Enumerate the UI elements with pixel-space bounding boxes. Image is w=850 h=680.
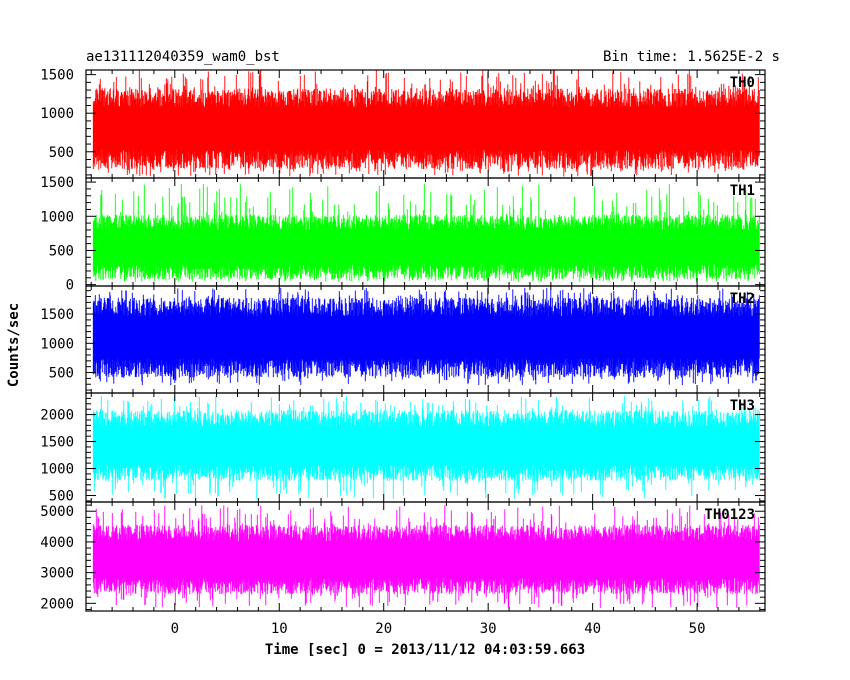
y-tick-label-th3: 2000: [40, 408, 74, 424]
series-th1-trace: [92, 183, 760, 282]
panel-label-th1: TH1: [730, 183, 755, 199]
y-tick-label-th0: 1500: [40, 68, 74, 84]
panel-label-th0123: TH0123: [704, 507, 755, 523]
y-tick-label-th3: 1000: [40, 462, 74, 478]
y-tick-label-th0: 500: [49, 145, 74, 161]
series-th3-trace: [92, 395, 760, 499]
x-tick-label: 10: [271, 621, 288, 637]
y-tick-label-th1: 1500: [40, 175, 74, 191]
x-tick-label: 20: [375, 621, 392, 637]
y-tick-label-th0: 1000: [40, 106, 74, 122]
y-tick-label-th2: 500: [49, 366, 74, 382]
y-tick-label-th1: 500: [49, 243, 74, 259]
y-tick-label-th2: 1000: [40, 336, 74, 352]
y-axis-label: Counts/sec: [6, 303, 22, 387]
x-tick-label: 40: [584, 621, 601, 637]
x-tick-label: 30: [480, 621, 497, 637]
series-th0-trace: [92, 70, 760, 177]
y-tick-label-th0123: 2000: [40, 596, 74, 612]
panel-label-th0: TH0: [730, 75, 755, 91]
chart-title-left: ae131112040359_wam0_bst: [86, 49, 280, 65]
y-tick-label-th2: 1500: [40, 307, 74, 323]
y-tick-label-th0123: 5000: [40, 504, 74, 520]
y-tick-label-th1: 1000: [40, 209, 74, 225]
panel-label-th3: TH3: [730, 398, 755, 414]
chart-title-right: Bin time: 1.5625E-2 s: [603, 49, 780, 65]
panel-label-th2: TH2: [730, 291, 755, 307]
series-th2-trace: [92, 287, 760, 386]
series-th0123-trace: [92, 505, 760, 608]
x-axis-label: Time [sec] 0 = 2013/11/12 04:03:59.663: [265, 642, 585, 658]
y-tick-label-th0123: 3000: [40, 566, 74, 582]
x-tick-label: 50: [689, 621, 706, 637]
y-tick-label-th3: 1500: [40, 435, 74, 451]
y-tick-label-th0123: 4000: [40, 535, 74, 551]
y-tick-label-th1: 0: [66, 278, 74, 294]
x-tick-label: 0: [171, 621, 179, 637]
y-tick-label-th3: 500: [49, 489, 74, 505]
